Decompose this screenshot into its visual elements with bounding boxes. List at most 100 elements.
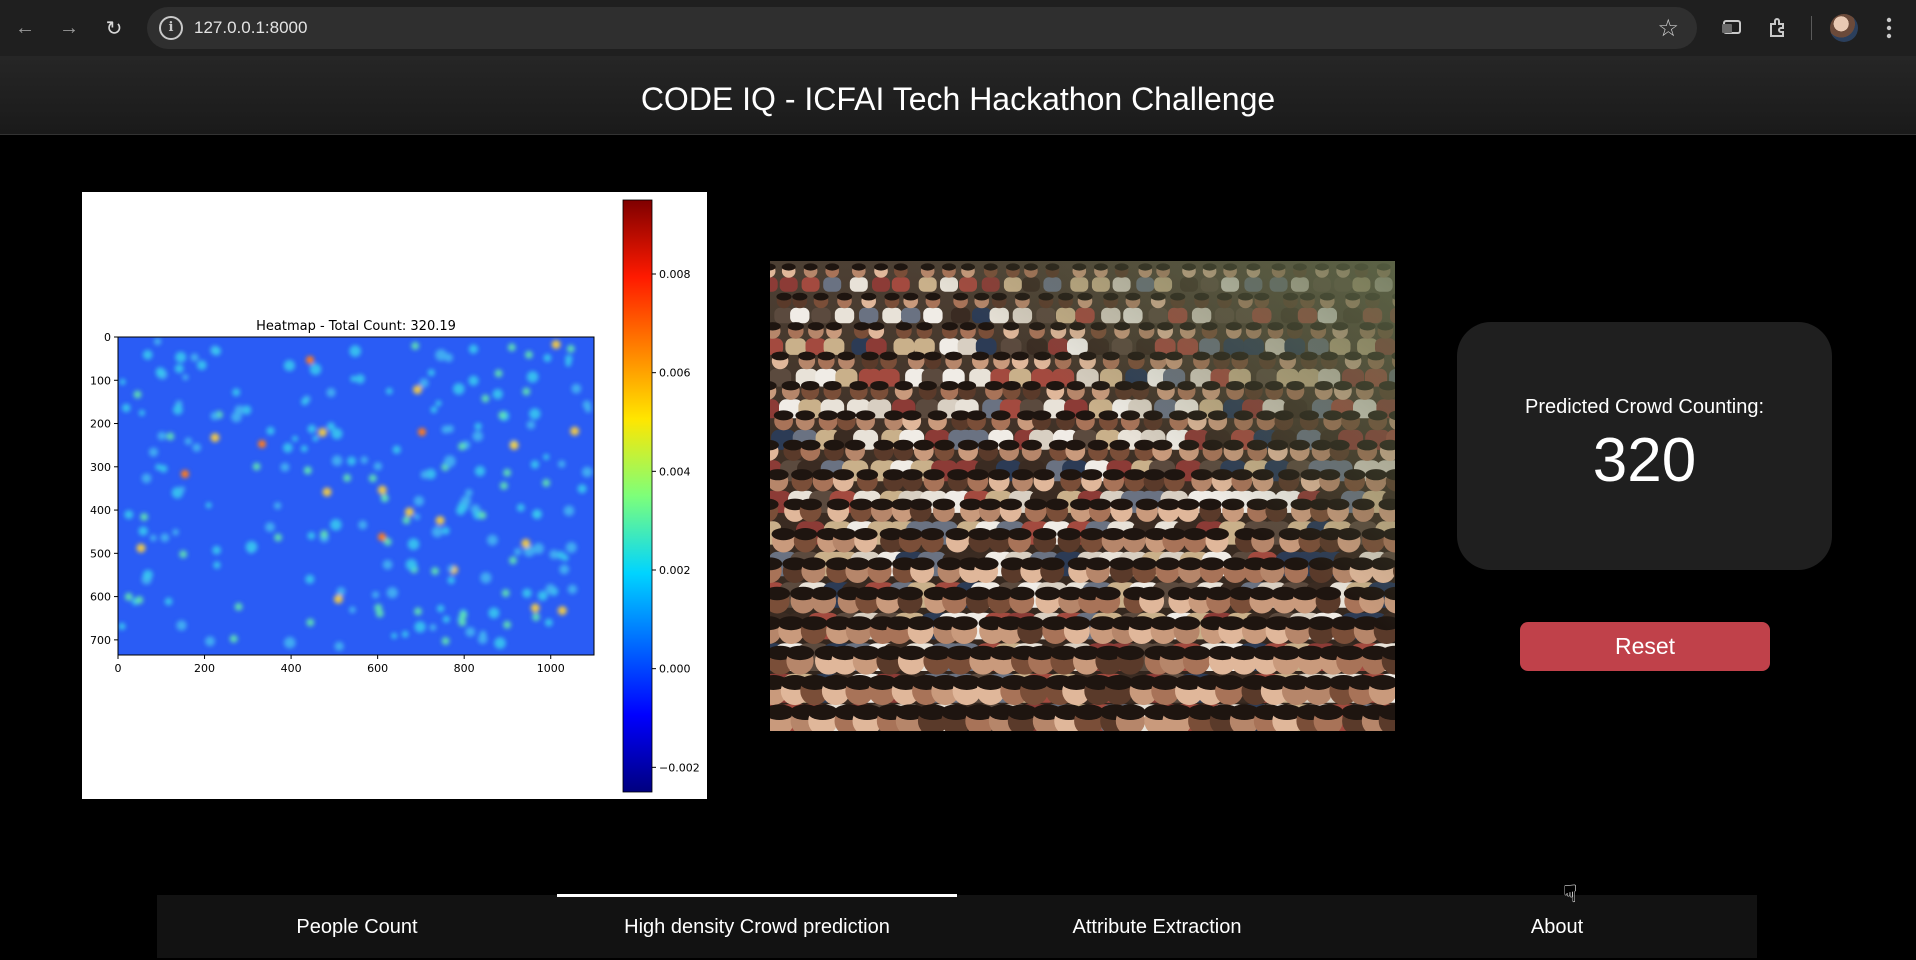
- density-blob: [556, 551, 566, 560]
- hand-cursor-icon: ☟: [1563, 881, 1578, 908]
- density-blob: [582, 400, 592, 409]
- density-blob: [435, 516, 445, 525]
- density-blob: [212, 545, 222, 555]
- density-blob: [492, 388, 503, 400]
- density-blob: [213, 561, 221, 569]
- density-blob: [196, 360, 207, 371]
- density-blob: [563, 505, 575, 517]
- density-blob: [549, 549, 559, 560]
- density-blob: [383, 537, 392, 546]
- density-blob: [245, 541, 258, 553]
- cast-icon[interactable]: [1716, 12, 1748, 44]
- density-blob: [404, 507, 414, 517]
- density-blob: [305, 574, 315, 584]
- y-tick-label: 300: [90, 461, 111, 474]
- x-tick-label: 0: [115, 662, 122, 675]
- density-blob: [292, 435, 298, 442]
- density-blob: [229, 634, 238, 643]
- density-blob: [284, 636, 296, 649]
- density-blob: [175, 351, 187, 363]
- profile-avatar[interactable]: [1830, 14, 1858, 42]
- density-blob: [368, 474, 377, 483]
- density-blob: [205, 636, 215, 647]
- density-blob: [567, 584, 578, 594]
- colorbar-ticks: 0.008 0.006 0.004 0.002 0.000 −0.002: [652, 268, 700, 774]
- y-tick-label: 600: [90, 591, 111, 604]
- colorbar-tick-label: 0.004: [659, 465, 691, 478]
- kebab-menu-icon[interactable]: [1873, 12, 1905, 44]
- tab-attribute-extraction[interactable]: Attribute Extraction: [1072, 916, 1242, 938]
- extensions-icon[interactable]: [1762, 12, 1794, 44]
- density-hotspot: [418, 428, 426, 436]
- density-blob: [179, 486, 186, 493]
- colorbar-tick-label: 0.006: [659, 367, 691, 380]
- density-blob: [446, 425, 454, 433]
- density-blob: [274, 533, 283, 542]
- density-blob: [159, 464, 168, 473]
- density-blob: [472, 430, 484, 442]
- density-blob: [164, 597, 173, 606]
- density-blob: [318, 427, 327, 437]
- y-tick-label: 400: [90, 504, 111, 517]
- prediction-card: Predicted Crowd Counting: 320: [1457, 322, 1832, 570]
- url-text[interactable]: 127.0.0.1:8000: [194, 18, 308, 37]
- site-info-icon[interactable]: i: [159, 16, 183, 40]
- density-blob: [135, 596, 144, 604]
- x-tick-label: 600: [367, 662, 388, 675]
- x-tick-label: 400: [281, 662, 302, 675]
- density-blob: [336, 587, 346, 596]
- density-hotspot: [181, 470, 189, 478]
- x-tick-label: 200: [194, 662, 215, 675]
- density-blob: [431, 567, 439, 576]
- density-blob: [349, 345, 362, 357]
- density-blob: [530, 603, 540, 613]
- tab-about[interactable]: About: [1530, 916, 1584, 938]
- density-blob: [566, 344, 575, 353]
- density-blob: [174, 364, 184, 374]
- density-blob: [501, 589, 510, 598]
- density-blob: [190, 353, 199, 362]
- crowd-photo: [751, 261, 1442, 766]
- reset-button[interactable]: Reset: [1520, 622, 1770, 671]
- density-blob: [283, 360, 295, 372]
- reload-icon[interactable]: ↻: [105, 17, 123, 40]
- density-blob: [402, 516, 411, 525]
- density-blob: [413, 385, 422, 395]
- density-blob: [498, 411, 507, 420]
- density-blob: [307, 531, 316, 540]
- density-blob: [179, 550, 188, 559]
- density-blob: [516, 503, 525, 512]
- density-blob: [481, 394, 490, 403]
- density-blob: [307, 424, 317, 434]
- density-blob: [241, 405, 252, 415]
- density-blob: [231, 411, 242, 423]
- density-blob: [458, 442, 466, 451]
- tab-people-count[interactable]: People Count: [296, 916, 418, 938]
- density-blob: [343, 473, 352, 482]
- density-blob: [413, 495, 424, 507]
- density-blob: [523, 545, 535, 557]
- density-blob: [441, 637, 450, 645]
- density-blob: [503, 620, 512, 629]
- density-blob: [330, 519, 342, 531]
- bookmark-star-icon[interactable]: ☆: [1657, 15, 1679, 42]
- address-bar[interactable]: i 127.0.0.1:8000 ☆: [147, 7, 1697, 49]
- tab-high-density-crowd-prediction[interactable]: High density Crowd prediction: [557, 894, 957, 958]
- density-blob: [372, 591, 380, 599]
- density-blob: [148, 447, 159, 457]
- density-blob: [205, 502, 212, 509]
- density-blob: [509, 440, 519, 450]
- density-blob: [392, 445, 401, 454]
- density-blob: [140, 513, 149, 521]
- density-blob: [529, 408, 541, 420]
- density-blob: [453, 383, 465, 395]
- density-hotspot: [258, 440, 266, 448]
- density-blob: [557, 460, 566, 468]
- density-blobs: [118, 337, 593, 651]
- forward-arrow-icon[interactable]: →: [59, 16, 79, 39]
- density-blob: [155, 367, 165, 377]
- heatmap-figure: Heatmap - Total Count: 320.19 0 200 400 600…: [82, 192, 707, 799]
- back-arrow-icon[interactable]: ←: [15, 16, 35, 39]
- density-blob: [468, 375, 479, 386]
- density-blob: [232, 388, 241, 397]
